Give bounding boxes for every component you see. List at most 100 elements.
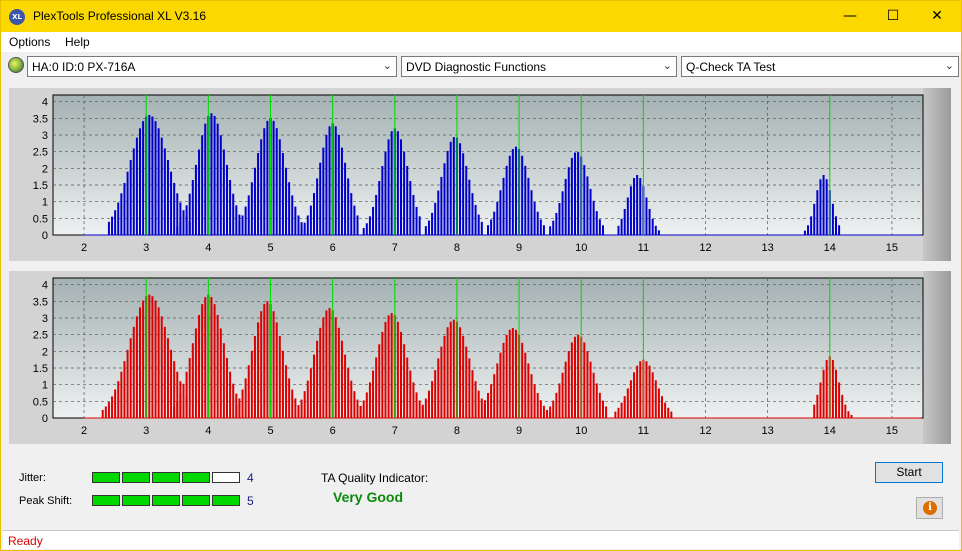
y-tick-label: 4: [42, 97, 48, 109]
data-bar: [530, 374, 533, 418]
minimize-button[interactable]: —: [843, 8, 857, 24]
data-bar: [288, 182, 291, 235]
data-bar: [390, 131, 393, 235]
data-bar: [586, 351, 589, 418]
x-tick-label: 2: [81, 242, 87, 254]
data-bar: [114, 210, 117, 235]
data-bar: [446, 327, 449, 418]
data-bar: [272, 120, 275, 235]
data-bar: [365, 392, 368, 418]
data-bar: [117, 381, 120, 418]
data-bar: [157, 307, 160, 418]
close-button[interactable]: ✕: [931, 8, 943, 24]
data-bar: [173, 182, 176, 235]
data-bar: [182, 383, 185, 418]
y-tick-label: 3: [42, 313, 48, 325]
data-bar: [281, 153, 284, 235]
data-bar: [275, 322, 278, 418]
data-bar: [170, 349, 173, 418]
data-bar: [844, 404, 847, 418]
data-bar: [639, 178, 642, 235]
data-bar: [657, 388, 660, 418]
drive-select-value: HA:0 ID:0 PX-716A: [32, 60, 136, 74]
data-bar: [561, 372, 564, 418]
function-select[interactable]: DVD Diagnostic Functions ⌄: [401, 56, 677, 77]
data-bar: [319, 327, 322, 418]
data-bar: [574, 152, 576, 235]
x-tick-label: 7: [392, 425, 398, 437]
maximize-button[interactable]: ☐: [886, 8, 900, 24]
data-bar: [226, 164, 228, 235]
data-bar: [235, 205, 238, 235]
data-bar: [135, 137, 138, 235]
data-bar: [403, 344, 406, 418]
data-bar: [163, 326, 166, 418]
data-bar: [123, 361, 126, 418]
data-bar: [316, 178, 319, 235]
drive-disc-icon: [8, 57, 24, 73]
data-bar: [210, 297, 213, 418]
data-bar: [185, 371, 188, 418]
x-tick-label: 14: [824, 425, 836, 437]
data-bar: [514, 329, 517, 418]
data-bar: [819, 179, 822, 235]
data-bar: [213, 115, 216, 235]
data-bar: [567, 167, 570, 235]
start-button[interactable]: Start: [875, 462, 943, 483]
meter-segment: [92, 472, 120, 483]
data-bar: [480, 221, 483, 235]
data-bar: [564, 361, 567, 418]
data-bar: [487, 225, 489, 235]
data-bar: [191, 343, 194, 418]
info-button[interactable]: i: [916, 497, 943, 519]
data-bar: [365, 223, 368, 235]
data-bar: [132, 148, 135, 235]
data-bar: [303, 222, 306, 235]
menu-help[interactable]: Help: [65, 35, 90, 49]
data-bar: [154, 300, 157, 418]
peak-shift-value: 5: [247, 494, 254, 508]
data-bar: [850, 414, 853, 418]
data-bar: [313, 193, 315, 235]
data-bar: [319, 162, 322, 235]
data-bar: [247, 195, 250, 235]
data-bar: [598, 219, 601, 235]
data-bar: [462, 153, 465, 235]
data-bar: [260, 311, 263, 418]
data-bar: [403, 151, 406, 235]
data-bar: [148, 294, 151, 418]
menu-options[interactable]: Options: [9, 35, 51, 49]
x-tick-label: 10: [575, 242, 587, 254]
drive-select[interactable]: HA:0 ID:0 PX-716A ⌄: [27, 56, 397, 77]
data-bar: [356, 399, 359, 418]
data-bar: [132, 326, 135, 418]
data-bar: [176, 226, 179, 235]
data-bar: [226, 357, 228, 418]
data-bar: [595, 383, 598, 418]
data-bar: [418, 400, 421, 418]
data-bar: [104, 406, 107, 418]
chart-side-shade: [923, 88, 951, 261]
data-bar: [232, 383, 235, 418]
data-bar: [368, 216, 371, 235]
data-bar: [160, 137, 163, 235]
test-select[interactable]: Q-Check TA Test ⌄: [681, 56, 959, 77]
data-bar: [421, 404, 424, 418]
data-bar: [471, 193, 474, 235]
data-bar: [598, 392, 601, 418]
data-bar: [527, 363, 530, 418]
data-bar: [219, 328, 222, 418]
data-bar: [123, 182, 126, 235]
data-bar: [229, 179, 232, 235]
data-bar: [160, 316, 163, 418]
data-bar: [375, 194, 378, 235]
peak-shift-chart-panel: 0 0.5 1 1.5 2 2.5 3 3.5 4 2 3 4 5 6 7 8 9 10 11 12 13 14 15: [9, 271, 951, 444]
title-bar[interactable]: XL PlexTools Professional XL V3.16 — ☐ ✕: [1, 1, 961, 32]
data-bar: [297, 405, 300, 418]
data-bar: [253, 167, 256, 235]
top-chart-svg: 0 0.5 1 1.5 2 2.5 3 3.5 4 2 3 4 5 6 7 8 9 10 11 12 13 14 15: [33, 88, 951, 261]
data-bar: [387, 139, 390, 235]
jitter-label: Jitter:: [19, 472, 46, 484]
data-bar: [496, 363, 499, 418]
data-bar: [260, 139, 263, 235]
